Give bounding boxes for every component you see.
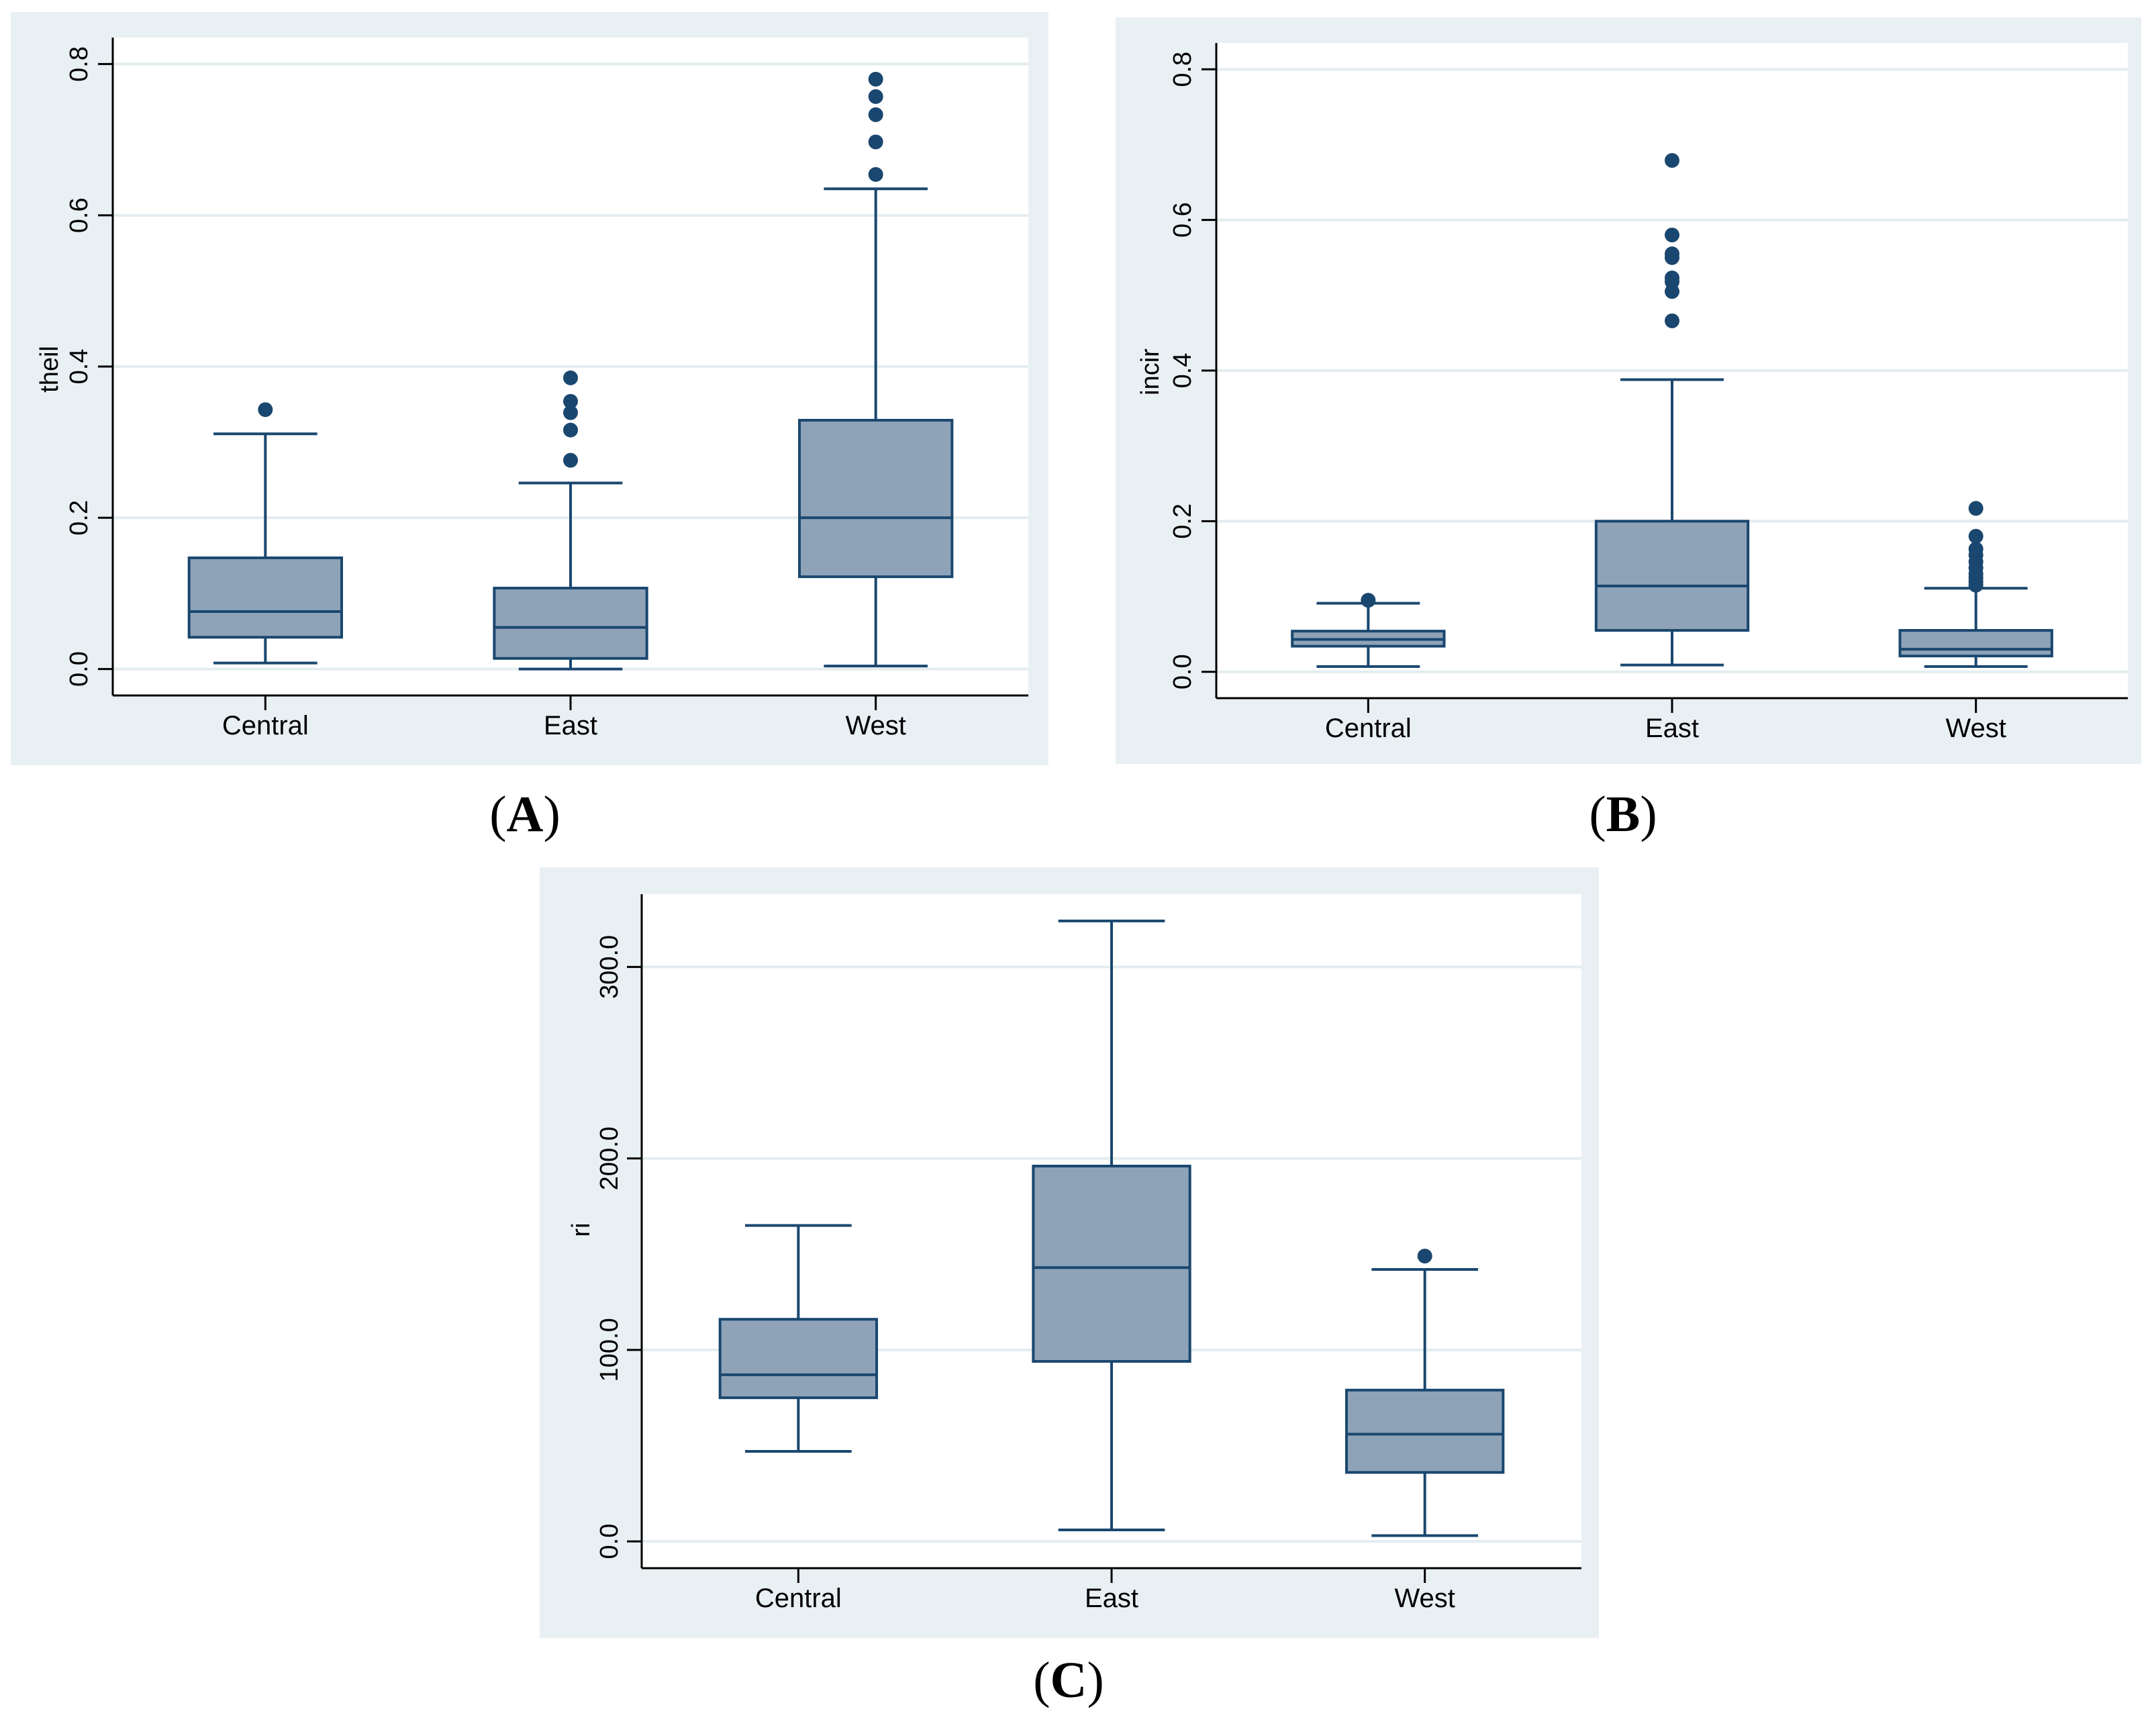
chart-a-east-boxplot bbox=[493, 370, 648, 671]
chart-a-west-outlier bbox=[868, 166, 883, 182]
chart-b-x-tick-label-central: Central bbox=[1325, 714, 1412, 743]
caption-a-letter: A bbox=[506, 786, 544, 842]
chart-c-east-box bbox=[1032, 1165, 1191, 1363]
chart-a-west-outlier bbox=[868, 107, 883, 122]
chart-a-east-outlier bbox=[563, 422, 578, 438]
chart-a-east-outlier bbox=[563, 370, 578, 385]
chart-b-east-boxplot bbox=[1594, 153, 1750, 667]
chart-a-y-tick-label: 0.4 bbox=[65, 349, 93, 385]
chart-a-y-tick-label: 0.0 bbox=[65, 651, 93, 687]
chart-a-x-tick-label-east: East bbox=[544, 711, 597, 740]
chart-b-y-tick-label: 0.8 bbox=[1169, 52, 1197, 87]
chart-b-east-outlier bbox=[1665, 228, 1679, 243]
chart-b-west-outlier bbox=[1968, 541, 1984, 557]
chart-c-west-outlier bbox=[1417, 1249, 1432, 1264]
chart-c-x-tick-label-east: East bbox=[1085, 1584, 1138, 1613]
chart-c-east-boxplot bbox=[1032, 919, 1191, 1531]
chart-a-west-outlier bbox=[868, 134, 883, 150]
chart-b-west-box bbox=[1898, 629, 2053, 658]
chart-a-central-outlier bbox=[258, 402, 273, 418]
chart-b-central-outlier bbox=[1361, 593, 1376, 608]
panel-b-incir: 0.0 0.2 0.4 0.6 0.8 incir Central East West bbox=[1116, 17, 2141, 764]
chart-a-east-outlier bbox=[563, 405, 578, 420]
chart-c-svg: 0.0 100.0 200.0 300.0 ri Central East West bbox=[567, 894, 1581, 1613]
chart-b-y-axis-title: incir bbox=[1136, 348, 1165, 395]
chart-c-y-tick-label: 100.0 bbox=[595, 1318, 624, 1382]
chart-b-svg: 0.0 0.2 0.4 0.6 0.8 incir Central East West bbox=[1136, 43, 2128, 743]
chart-c-y-tick-label: 200.0 bbox=[595, 1126, 624, 1190]
chart-b-x-tick-label-west: West bbox=[1945, 714, 2006, 743]
chart-b-y-tick-label: 0.0 bbox=[1169, 654, 1197, 689]
chart-c-x-tick-label-central: Central bbox=[755, 1584, 842, 1613]
chart-a-west-outlier bbox=[868, 89, 883, 104]
chart-a-east-outlier bbox=[563, 393, 578, 409]
chart-a-svg: 0.0 0.2 0.4 0.6 0.8 theil Central East West bbox=[36, 38, 1028, 740]
chart-b-west-outlier bbox=[1968, 501, 1984, 516]
chart-b-central-boxplot bbox=[1291, 593, 1446, 668]
chart-b-west-boxplot bbox=[1898, 501, 2053, 668]
chart-a-y-axis-title: theil bbox=[36, 346, 64, 393]
chart-c-central-box bbox=[718, 1318, 878, 1400]
chart-b-east-outlier bbox=[1665, 153, 1679, 168]
chart-a-west-box bbox=[798, 418, 954, 579]
chart-b-west-outlier bbox=[1968, 528, 1984, 544]
chart-c-y-axis-title: ri bbox=[567, 1222, 595, 1237]
chart-b-east-box bbox=[1594, 520, 1750, 632]
chart-a-east-outlier bbox=[563, 452, 578, 468]
chart-c-west-boxplot bbox=[1345, 1249, 1505, 1537]
caption-c: (C) bbox=[1033, 1652, 1104, 1708]
panel-c-ri: 0.0 100.0 200.0 300.0 ri Central East West bbox=[540, 867, 1599, 1638]
chart-b-east-outlier bbox=[1665, 313, 1679, 328]
chart-a-x-tick-label-central: Central bbox=[222, 711, 309, 740]
chart-a-y-tick-label: 0.8 bbox=[65, 46, 93, 82]
chart-b-y-tick-label: 0.6 bbox=[1169, 202, 1197, 238]
chart-a-central-box bbox=[187, 556, 343, 639]
chart-a-x-tick-label-west: West bbox=[845, 711, 906, 740]
chart-a-central-boxplot bbox=[187, 402, 343, 665]
chart-c-central-boxplot bbox=[718, 1224, 878, 1453]
chart-c-west-box bbox=[1345, 1388, 1505, 1474]
chart-a-y-tick-label: 0.6 bbox=[65, 197, 93, 233]
chart-b-y-tick-label: 0.4 bbox=[1169, 353, 1197, 389]
chart-b-y-tick-label: 0.2 bbox=[1169, 503, 1197, 539]
chart-a-west-boxplot bbox=[798, 71, 954, 668]
panel-a-theil: 0.0 0.2 0.4 0.6 0.8 theil Central East West bbox=[11, 12, 1048, 765]
chart-a-west-outlier bbox=[868, 71, 883, 87]
chart-a-y-tick-label: 0.2 bbox=[65, 500, 93, 536]
chart-c-y-tick-label: 0.0 bbox=[595, 1524, 624, 1559]
chart-c-y-tick-label: 300.0 bbox=[595, 935, 624, 999]
chart-a-east-box bbox=[493, 587, 648, 660]
chart-c-x-tick-label-west: West bbox=[1394, 1584, 1455, 1613]
caption-b: (B) bbox=[1589, 786, 1657, 842]
chart-b-east-outlier bbox=[1665, 246, 1679, 262]
caption-b-letter: B bbox=[1606, 786, 1641, 842]
caption-c-letter: C bbox=[1050, 1652, 1087, 1708]
chart-b-east-outlier bbox=[1665, 271, 1679, 286]
caption-a: (A) bbox=[489, 786, 560, 842]
chart-b-x-tick-label-east: East bbox=[1645, 714, 1699, 743]
